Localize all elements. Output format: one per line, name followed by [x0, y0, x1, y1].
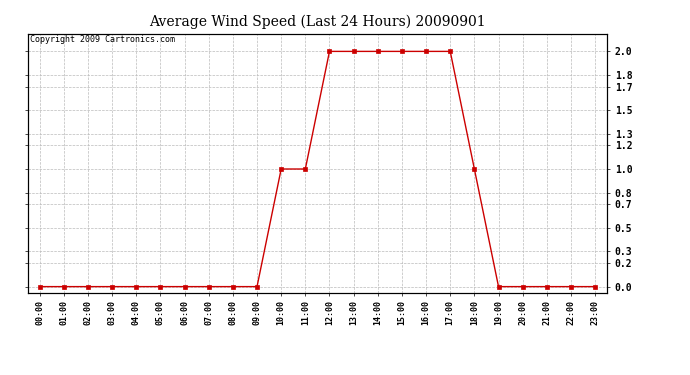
- Text: Copyright 2009 Cartronics.com: Copyright 2009 Cartronics.com: [30, 35, 175, 44]
- Text: Average Wind Speed (Last 24 Hours) 20090901: Average Wind Speed (Last 24 Hours) 20090…: [149, 15, 486, 29]
